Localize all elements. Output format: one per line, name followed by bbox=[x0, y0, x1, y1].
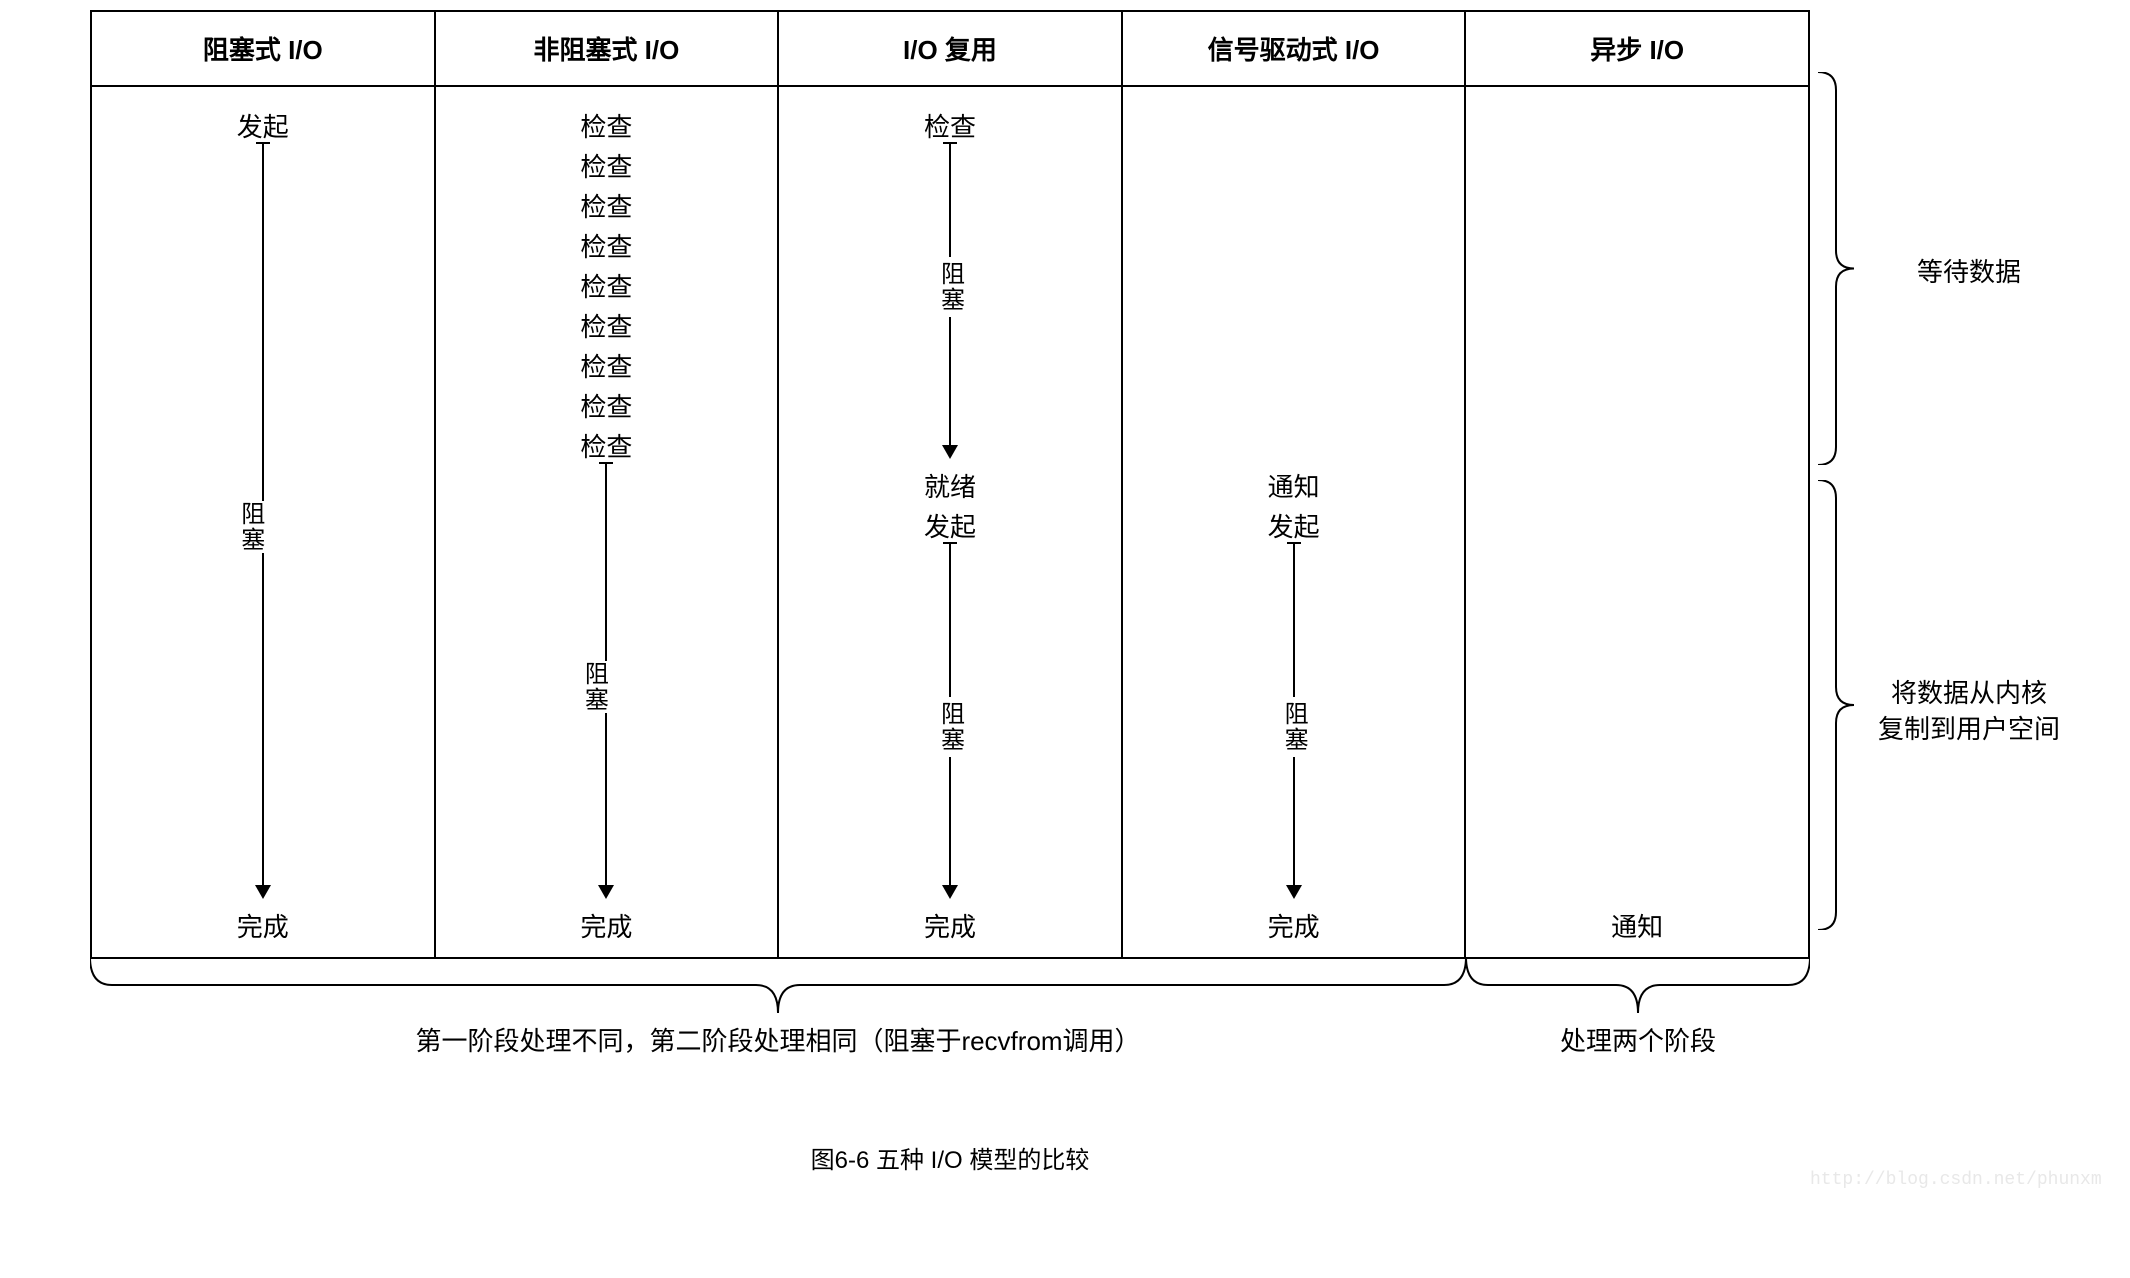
column-body: 通知 bbox=[1466, 87, 1808, 957]
right-brace bbox=[1816, 480, 1856, 930]
column-body: 发起阻塞完成 bbox=[92, 87, 434, 957]
flow-text: 发起 bbox=[1123, 507, 1465, 544]
column-body: 通知发起阻塞完成 bbox=[1123, 87, 1465, 957]
column-header: 异步 I/O bbox=[1466, 12, 1808, 87]
column-multiplex: I/O 复用检查阻塞就绪发起阻塞完成 bbox=[779, 12, 1123, 957]
bottom-brace bbox=[90, 955, 1466, 1015]
arrow-label: 阻塞 bbox=[932, 257, 967, 317]
column-body: 检查检查检查检查检查检查检查检查检查阻塞完成 bbox=[436, 87, 778, 957]
flow-text: 检查 bbox=[436, 387, 778, 424]
watermark-text: http://blog.csdn.net/phunxm bbox=[1810, 1170, 2102, 1190]
flow-text: 检查 bbox=[436, 147, 778, 184]
column-signal: 信号驱动式 I/O通知发起阻塞完成 bbox=[1123, 12, 1467, 957]
flow-text: 完成 bbox=[1123, 907, 1465, 944]
arrow-label: 阻塞 bbox=[574, 661, 613, 713]
right-brace-label: 等待数据 bbox=[1864, 254, 2074, 290]
arrow-label: 阻塞 bbox=[932, 697, 967, 757]
io-models-table: 阻塞式 I/O发起阻塞完成非阻塞式 I/O检查检查检查检查检查检查检查检查检查阻… bbox=[90, 10, 1810, 959]
column-header: 阻塞式 I/O bbox=[92, 12, 434, 87]
flow-text: 检查 bbox=[436, 347, 778, 384]
right-brace-label-line: 将数据从内核 bbox=[1864, 675, 2074, 711]
bottom-brace-label: 处理两个阶段 bbox=[1466, 1021, 1810, 1058]
flow-text: 就绪 bbox=[779, 467, 1121, 504]
right-brace-label: 将数据从内核复制到用户空间 bbox=[1864, 675, 2074, 748]
flow-text: 检查 bbox=[436, 187, 778, 224]
flow-text: 完成 bbox=[779, 907, 1121, 944]
flow-text: 检查 bbox=[436, 267, 778, 304]
column-nonblocking: 非阻塞式 I/O检查检查检查检查检查检查检查检查检查阻塞完成 bbox=[436, 12, 780, 957]
arrow-label: 阻塞 bbox=[231, 501, 270, 553]
flow-text: 检查 bbox=[436, 227, 778, 264]
column-async: 异步 I/O 通知 bbox=[1466, 12, 1808, 957]
right-brace bbox=[1816, 72, 1856, 465]
column-header: I/O 复用 bbox=[779, 12, 1121, 87]
flow-text: 检查 bbox=[436, 427, 778, 464]
column-body: 检查阻塞就绪发起阻塞完成 bbox=[779, 87, 1121, 957]
flow-text: 检查 bbox=[436, 107, 778, 144]
arrow-label: 阻塞 bbox=[1276, 697, 1311, 757]
flow-text: 完成 bbox=[92, 907, 434, 944]
flow-text: 检查 bbox=[436, 307, 778, 344]
flow-text: 完成 bbox=[436, 907, 778, 944]
bottom-brace bbox=[1466, 955, 1810, 1015]
column-header: 非阻塞式 I/O bbox=[436, 12, 778, 87]
flow-text: 通知 bbox=[1123, 467, 1465, 504]
right-brace-label-line: 复制到用户空间 bbox=[1864, 711, 2074, 747]
flow-text: 检查 bbox=[779, 107, 1121, 144]
column-header: 信号驱动式 I/O bbox=[1123, 12, 1465, 87]
flow-text: 通知 bbox=[1466, 907, 1808, 944]
flow-text: 发起 bbox=[779, 507, 1121, 544]
column-blocking: 阻塞式 I/O发起阻塞完成 bbox=[92, 12, 436, 957]
bottom-brace-label: 第一阶段处理不同，第二阶段处理相同（阻塞于recvfrom调用） bbox=[90, 1021, 1466, 1058]
flow-text: 发起 bbox=[92, 107, 434, 144]
figure-caption: 图6-6 五种 I/O 模型的比较 bbox=[90, 1140, 1810, 1175]
io-models-diagram: 阻塞式 I/O发起阻塞完成非阻塞式 I/O检查检查检查检查检查检查检查检查检查阻… bbox=[90, 10, 2040, 959]
